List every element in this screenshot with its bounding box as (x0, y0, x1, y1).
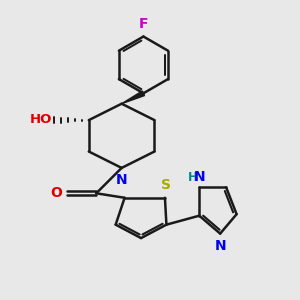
Text: N: N (116, 173, 127, 187)
Polygon shape (122, 91, 145, 104)
Text: HO: HO (30, 113, 52, 126)
Text: H: H (188, 171, 198, 184)
Text: F: F (139, 16, 148, 31)
Text: N: N (215, 239, 226, 253)
Text: N: N (194, 170, 205, 184)
Text: O: O (50, 186, 62, 200)
Text: S: S (161, 178, 171, 192)
